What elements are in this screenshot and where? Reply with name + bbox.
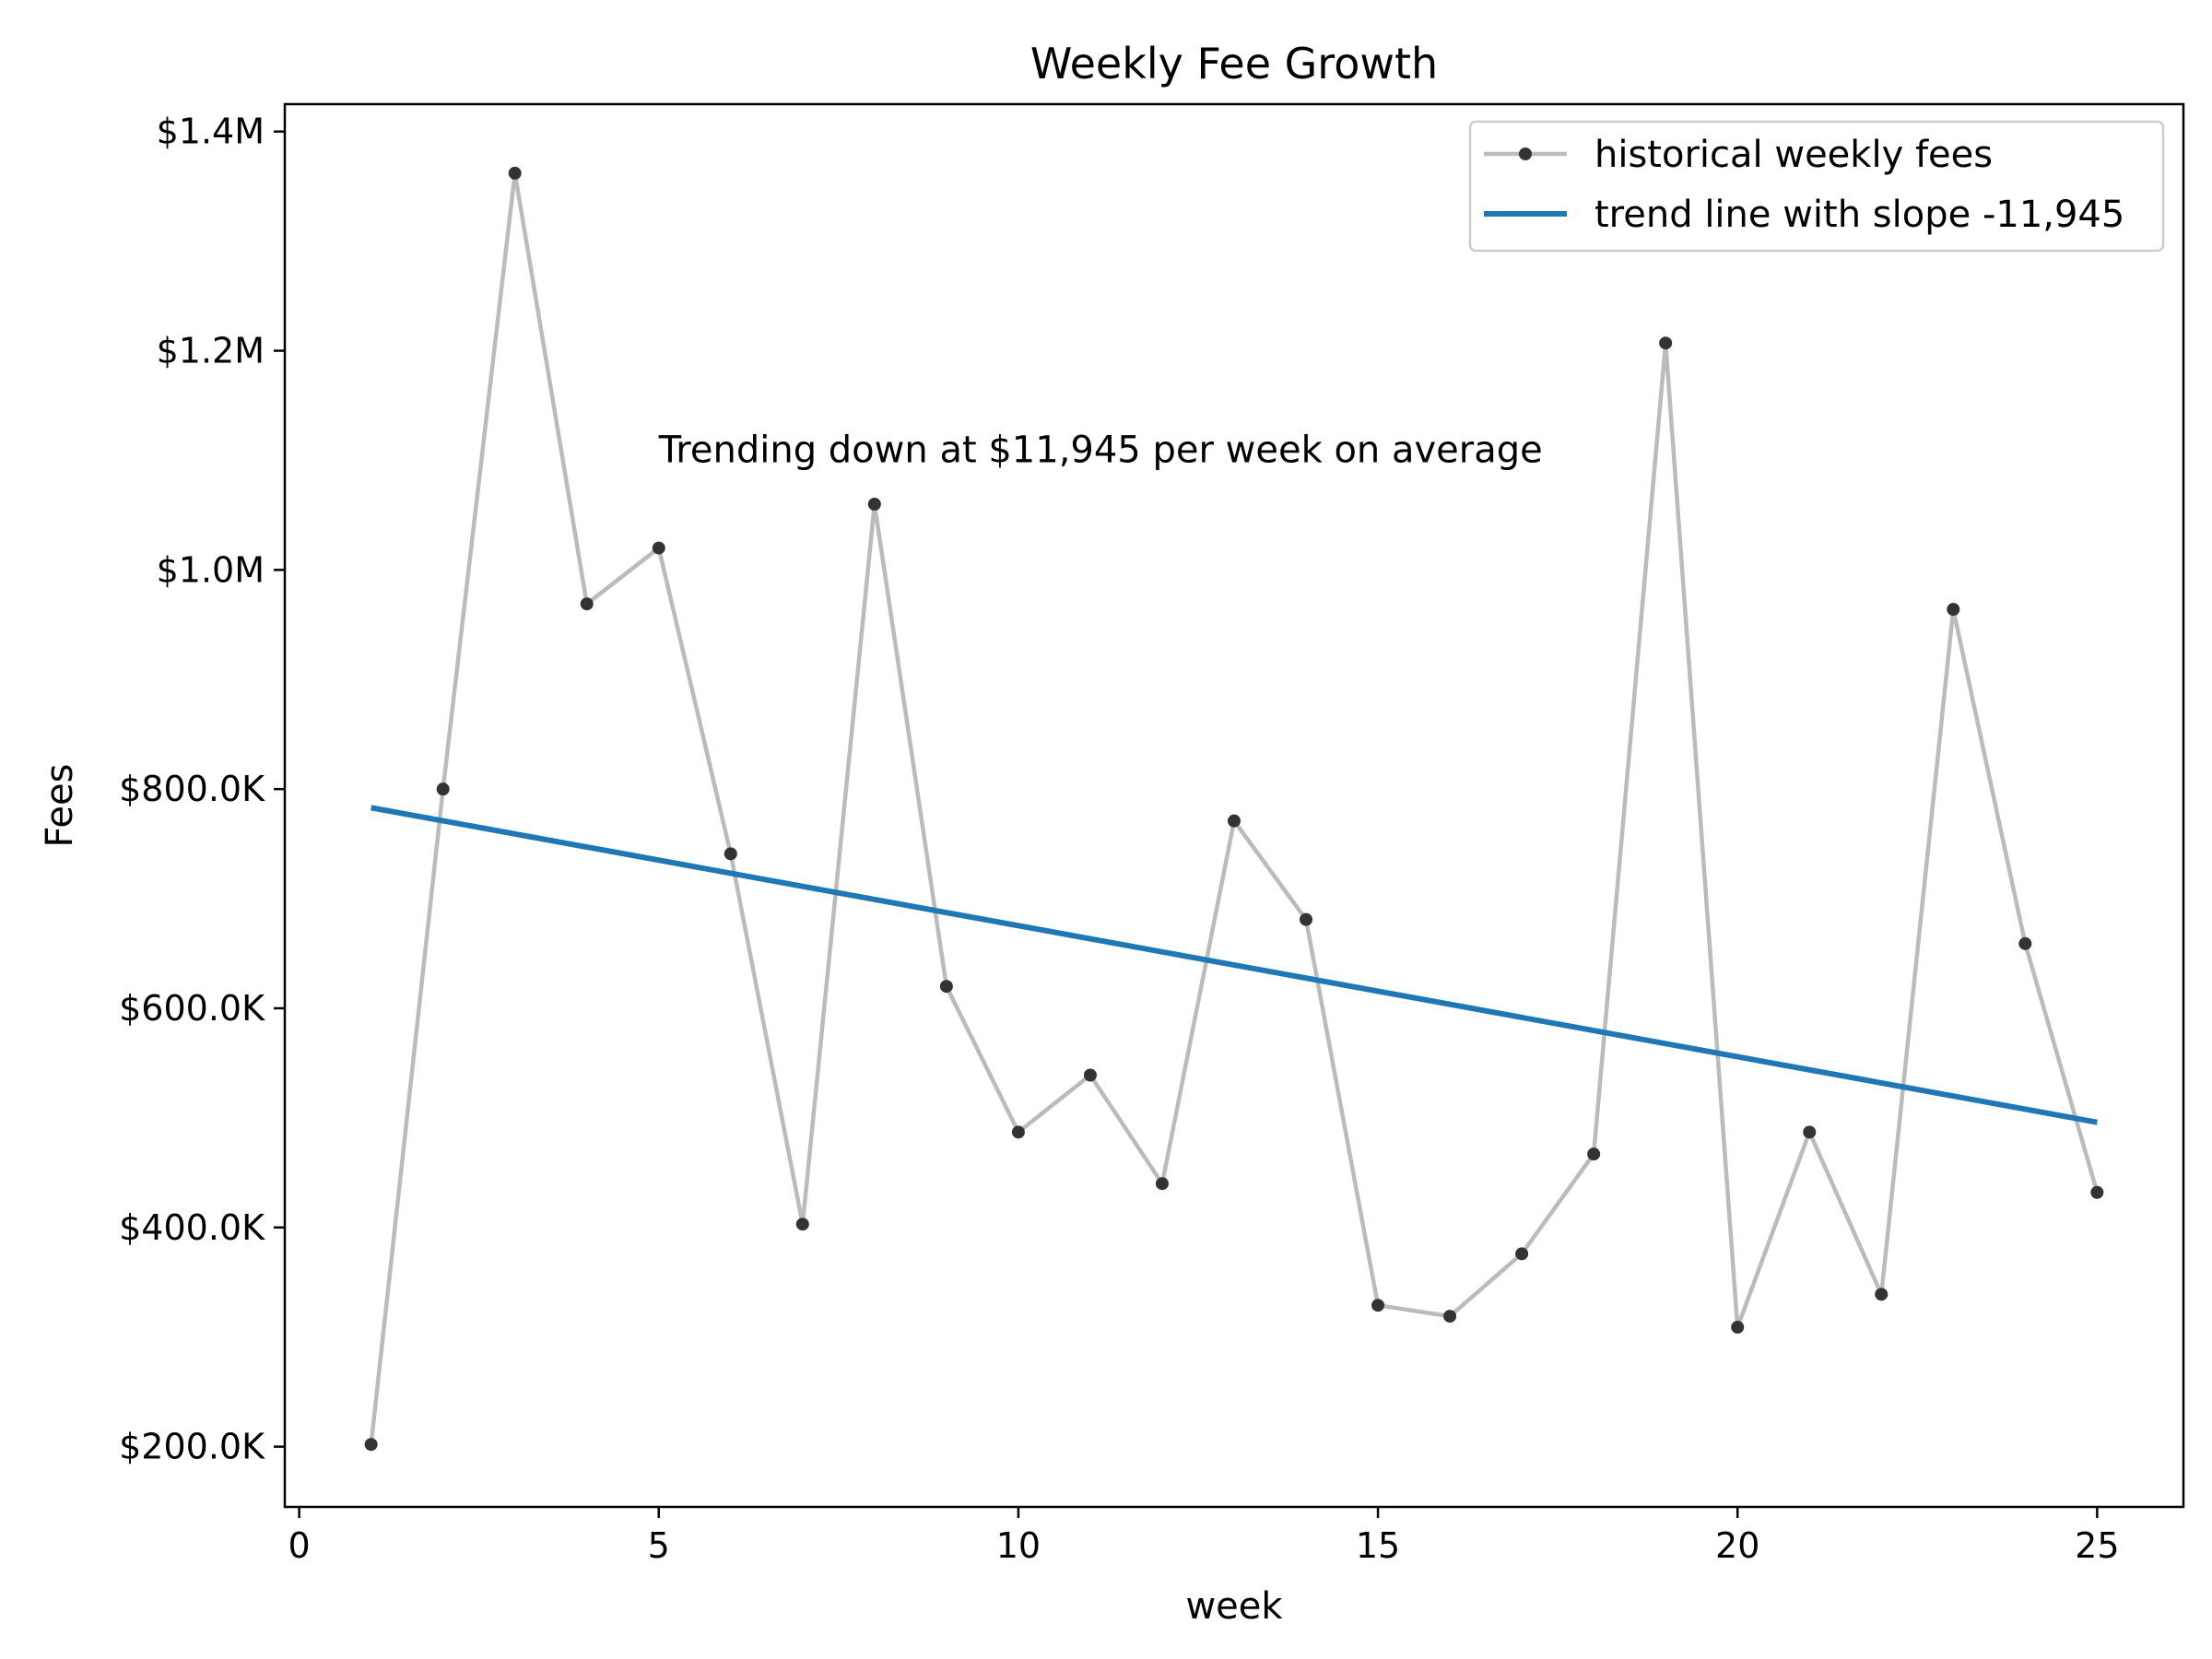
x-tick-label: 15 [1356,1525,1400,1566]
y-axis: $200.0K $400.0K $600.0K $800.0K $1.0M $1.2M $1… [119,112,285,1467]
historical-fees-point [1155,1177,1169,1191]
y-axis-label: Fees [39,764,81,848]
legend-box [1468,120,2165,253]
historical-fees-point [1875,1288,1888,1301]
historical-fees-point [1083,1068,1097,1082]
historical-fees-point [1659,336,1673,350]
legend-marker-historical [1519,147,1532,160]
x-tick-label: 0 [288,1525,311,1566]
x-tick-label: 20 [1715,1525,1759,1566]
legend-label-trend: trend line with slope -11,945 [1594,194,2124,236]
trend-line [371,805,2098,1125]
y-tick-label: $800.0K [119,769,265,809]
historical-fees-point [580,597,594,611]
legend-label-historical: historical weekly fees [1594,134,1993,176]
historical-fees-point [1803,1125,1817,1139]
y-tick-label: $1.0M [157,549,265,590]
y-tick-label: $200.0K [119,1427,265,1467]
historical-fees-point [436,782,450,796]
historical-fees-point [724,847,737,861]
historical-fees-point [2018,936,2032,950]
historical-fees-point [1371,1299,1385,1312]
historical-fees-point [1228,814,1241,828]
historical-fees-point [1011,1125,1025,1139]
historical-fees-point [1515,1247,1529,1261]
historical-fees-point [1587,1147,1601,1161]
chart-title: Weekly Fee Growth [1030,39,1438,88]
historical-fees-point [2090,1185,2104,1199]
y-tick-label: $1.4M [157,112,265,152]
y-tick-label: $400.0K [119,1207,265,1248]
plot-frame [283,102,2185,1509]
historical-fees-point [795,1218,809,1231]
historical-fees-point [1947,603,1960,617]
x-axis: 0 5 10 15 20 25 [288,1507,2120,1566]
historical-fees-point [364,1438,378,1452]
x-axis-label: week [1185,1585,1283,1628]
x-tick-label: 25 [2075,1525,2119,1566]
historical-fees-point [939,980,953,994]
x-tick-label: 10 [996,1525,1041,1566]
trend-annotation: Trending down at $11,945 per week on ave… [658,429,1543,472]
y-tick-label: $1.2M [157,331,265,371]
plot-area: Trending down at $11,945 per week on ave… [364,166,2104,1452]
legend: historical weekly fees trend line with s… [1468,120,2165,253]
x-tick-label: 5 [648,1525,670,1566]
historical-fees-point [867,498,881,512]
y-tick-label: $600.0K [119,988,265,1029]
historical-fees-point [1443,1310,1457,1324]
historical-fees-point [652,541,665,555]
historical-fees-point [508,166,522,180]
historical-fees-point [1731,1320,1745,1334]
historical-fees-point [1300,912,1313,926]
